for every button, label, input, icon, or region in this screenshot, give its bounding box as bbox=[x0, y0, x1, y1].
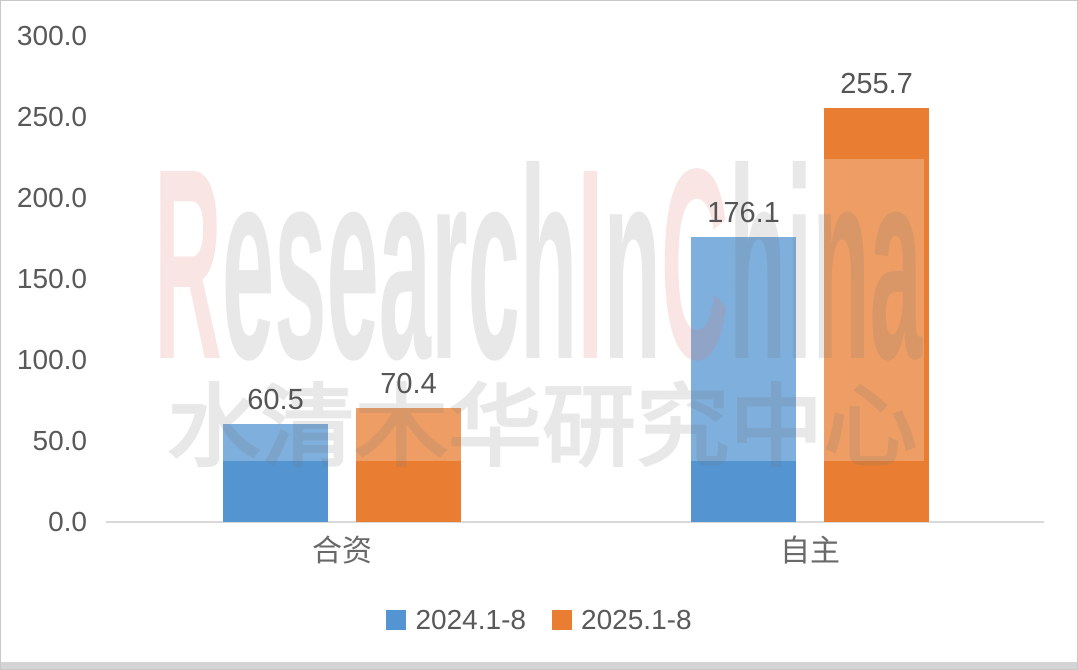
y-axis-tick-label: 200.0 bbox=[16, 182, 87, 213]
legend: 2024.1-8 2025.1-8 bbox=[1, 605, 1077, 635]
bottom-strip bbox=[1, 662, 1077, 669]
bar-series1-cat2 bbox=[691, 237, 796, 522]
legend-swatch-icon bbox=[386, 610, 407, 630]
legend-item: 2025.1-8 bbox=[552, 605, 692, 635]
legend-label: 2024.1-8 bbox=[415, 604, 526, 635]
bar-series2-cat1 bbox=[356, 408, 461, 522]
y-axis-tick-label: 50.0 bbox=[32, 425, 88, 456]
value-label: 70.4 bbox=[380, 368, 437, 400]
y-axis-tick-label: 0.0 bbox=[48, 506, 87, 537]
bar-series2-cat2 bbox=[824, 108, 929, 522]
legend-swatch-icon bbox=[552, 610, 572, 630]
y-axis-tick-label: 300.0 bbox=[16, 20, 87, 51]
x-axis-line bbox=[106, 521, 1044, 523]
value-label: 60.5 bbox=[247, 384, 304, 416]
legend-label: 2025.1-8 bbox=[581, 604, 692, 635]
y-axis-tick-label: 150.0 bbox=[16, 263, 87, 294]
category-label: 自主 bbox=[780, 535, 840, 568]
value-label: 255.7 bbox=[840, 68, 913, 100]
y-axis-tick-label: 100.0 bbox=[16, 344, 87, 375]
bar-series1-cat1 bbox=[223, 424, 328, 522]
legend-item: 2024.1-8 bbox=[386, 605, 526, 635]
category-label: 合资 bbox=[312, 535, 372, 568]
value-label: 176.1 bbox=[707, 197, 780, 229]
y-axis-tick-label: 250.0 bbox=[16, 101, 87, 132]
